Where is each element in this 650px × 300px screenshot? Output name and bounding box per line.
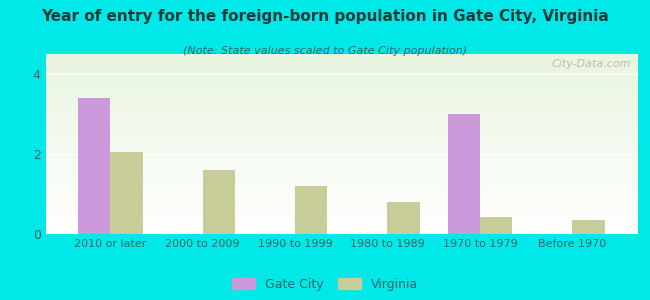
Bar xyxy=(448,114,480,234)
Bar xyxy=(111,152,142,234)
Text: (Note: State values scaled to Gate City population): (Note: State values scaled to Gate City … xyxy=(183,46,467,56)
Bar xyxy=(480,217,512,234)
Bar xyxy=(448,114,480,234)
Bar xyxy=(203,170,235,234)
Bar xyxy=(572,220,604,234)
Text: Year of entry for the foreign-born population in Gate City, Virginia: Year of entry for the foreign-born popul… xyxy=(41,9,609,24)
Legend: Gate City, Virginia: Gate City, Virginia xyxy=(232,278,418,291)
Bar xyxy=(78,98,111,234)
Bar xyxy=(203,170,235,234)
Bar xyxy=(572,220,604,234)
Text: City-Data.com: City-Data.com xyxy=(552,59,631,69)
Bar xyxy=(295,186,328,234)
Bar xyxy=(387,202,420,234)
Bar xyxy=(387,202,420,234)
Bar xyxy=(480,217,512,234)
Bar xyxy=(78,98,111,234)
Bar xyxy=(295,186,328,234)
Bar xyxy=(111,152,142,234)
